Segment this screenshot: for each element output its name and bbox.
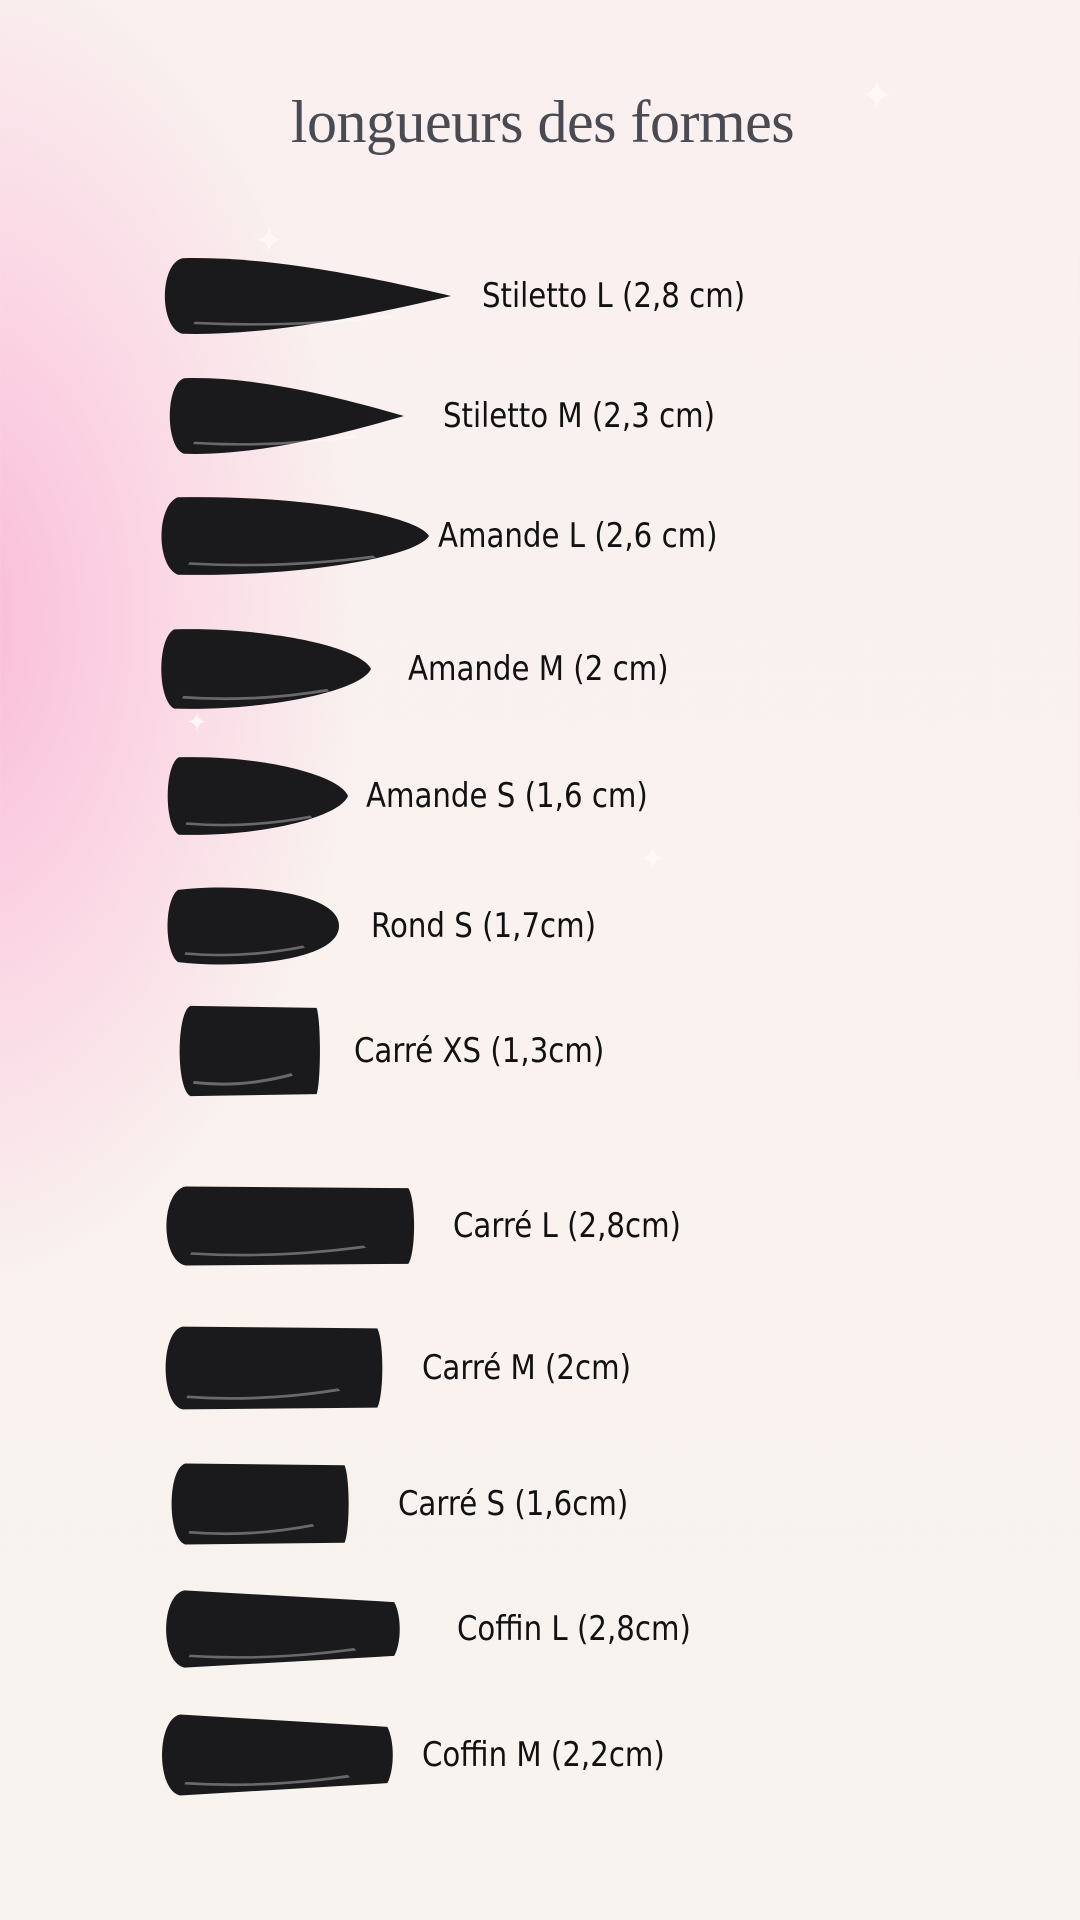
nail-shape xyxy=(162,1714,393,1796)
nail-shape-label: Carré M (2cm) xyxy=(422,1348,632,1388)
nail-shape-label: Amande S (1,6 cm) xyxy=(366,776,648,816)
sparkle-icon: ✦ xyxy=(255,221,284,261)
nail-coffin-image xyxy=(156,1711,397,1799)
nail-shape-label: Amande L (2,6 cm) xyxy=(438,516,718,556)
nail-highlight xyxy=(190,1245,367,1257)
nail-shape-label: Carré XS (1,3cm) xyxy=(354,1031,605,1071)
nail-highlight xyxy=(188,1523,315,1536)
nail-square-image xyxy=(176,1002,321,1100)
nail-highlight xyxy=(193,434,358,446)
nail-shape-label: Coffin M (2,2cm) xyxy=(422,1735,665,1775)
nail-almond-image xyxy=(164,753,348,839)
nail-highlight xyxy=(185,815,313,827)
nail-highlight xyxy=(186,1388,341,1400)
nail-shape xyxy=(167,757,348,835)
nail-highlight xyxy=(184,945,305,957)
nail-square-image xyxy=(167,1460,350,1548)
nail-shape xyxy=(161,629,371,709)
nail-almond-image xyxy=(156,493,429,579)
nail-shape xyxy=(167,887,339,965)
nail-shape xyxy=(169,378,404,454)
nail-shape xyxy=(166,1590,400,1668)
nail-highlight xyxy=(188,555,376,567)
nail-shape-label: Stiletto M (2,3 cm) xyxy=(443,396,716,436)
nail-shape xyxy=(161,497,429,575)
nail-shape xyxy=(165,1326,383,1410)
nail-shape-label: Carré L (2,8cm) xyxy=(453,1206,681,1246)
nail-shape-label: Carré S (1,6cm) xyxy=(398,1484,629,1524)
nail-stiletto-image xyxy=(165,374,404,458)
nail-shape-label: Rond S (1,7cm) xyxy=(371,906,597,946)
nail-stiletto-image xyxy=(159,254,451,338)
nail-shape-label: Coffin L (2,8cm) xyxy=(457,1609,691,1649)
page-title: longueurs des formes xyxy=(290,89,795,155)
nail-highlight xyxy=(193,314,395,326)
sparkle-icon: ✦ xyxy=(640,842,666,877)
nail-shape xyxy=(179,1005,320,1097)
nail-square-image xyxy=(160,1183,416,1269)
nail-square-image xyxy=(160,1323,384,1413)
nail-almond-image xyxy=(157,625,371,713)
nail-shape xyxy=(166,1186,415,1266)
sparkle-icon: ✦ xyxy=(860,73,894,119)
nail-shape-label: Stiletto L (2,8 cm) xyxy=(482,276,746,316)
nail-highlight xyxy=(193,1073,293,1086)
nail-highlight xyxy=(188,1647,357,1659)
sparkle-icon: ✦ xyxy=(186,708,208,738)
nail-shape xyxy=(164,258,451,334)
nail-highlight xyxy=(182,688,330,701)
nail-shape xyxy=(171,1463,349,1545)
nail-coffin-image xyxy=(160,1587,404,1671)
nail-round-image xyxy=(164,883,339,969)
nail-highlight xyxy=(184,1774,351,1787)
nail-shape-label: Amande M (2 cm) xyxy=(408,649,669,689)
